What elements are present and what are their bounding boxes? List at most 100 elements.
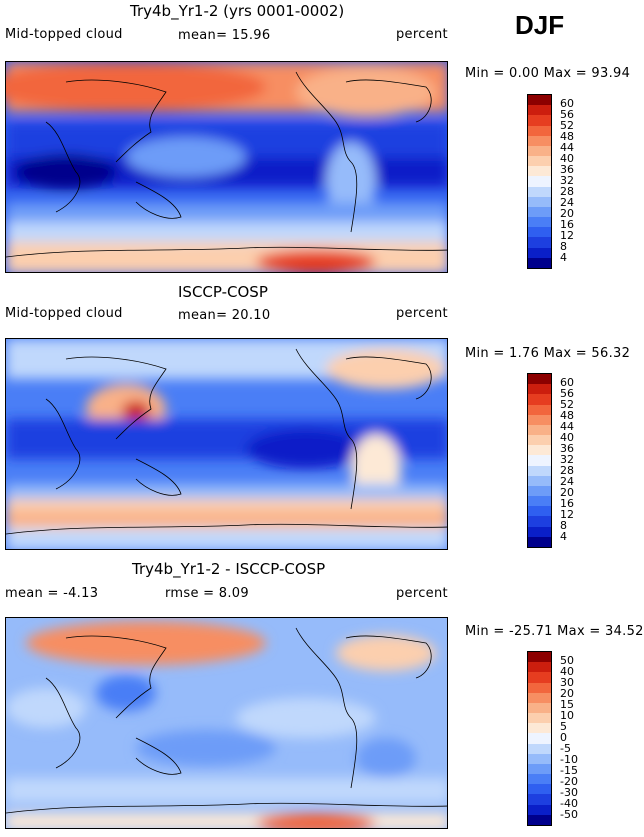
panel-1-tick: 12 xyxy=(560,229,574,242)
panel-3-map xyxy=(5,617,448,829)
panel-2-colorbar xyxy=(527,373,552,548)
panel-3-tick: -50 xyxy=(560,808,578,821)
colorbar-cell xyxy=(528,733,551,744)
panel-1-tick: 52 xyxy=(560,119,574,132)
panel-2-tick: 16 xyxy=(560,497,574,510)
panel-3-units-label: percent xyxy=(396,586,448,601)
colorbar-cell xyxy=(528,455,551,466)
colorbar-cell xyxy=(528,784,551,795)
colorbar-cell xyxy=(528,672,551,683)
panel-2-map xyxy=(5,338,448,550)
panel-1-tick: 20 xyxy=(560,207,574,220)
colorbar-cell xyxy=(528,257,551,268)
panel-2-tick: 48 xyxy=(560,409,574,422)
panel-3-tick: 50 xyxy=(560,654,574,667)
panel-3-tick: 5 xyxy=(560,720,567,733)
panel-2-minmax: Min = 1.76 Max = 56.32 xyxy=(465,346,631,361)
panel-1-tick: 60 xyxy=(560,97,574,110)
panel-3-colorbar xyxy=(527,651,552,826)
colorbar-cell xyxy=(528,424,551,436)
colorbar-cell xyxy=(528,145,551,157)
colorbar-cell xyxy=(528,652,551,663)
colorbar-cell xyxy=(528,125,551,136)
panel-3-mean-label: mean = -4.13 xyxy=(5,586,99,601)
panel-1-variable-label: Mid-topped cloud xyxy=(5,27,123,42)
panel-2-tick: 4 xyxy=(560,530,567,543)
colorbar-cell xyxy=(528,394,551,405)
panel-1-mean-label: mean= 15.96 xyxy=(178,28,271,43)
colorbar-cell xyxy=(528,374,551,385)
panel-3-tick: -20 xyxy=(560,775,578,788)
colorbar-cell xyxy=(528,713,551,724)
colorbar-cell xyxy=(528,682,551,693)
colorbar-cell xyxy=(528,176,551,187)
colorbar-cell xyxy=(528,206,551,218)
panel-2-tick: 44 xyxy=(560,420,574,433)
panel-3-minmax: Min = -25.71 Max = 34.52 xyxy=(465,624,644,639)
colorbar-cell xyxy=(528,763,551,775)
panel-1-map xyxy=(5,61,448,273)
colorbar-cell xyxy=(528,465,551,476)
colorbar-cell xyxy=(528,196,551,207)
panel-1-title: Try4b_Yr1-2 (yrs 0001-0002) xyxy=(130,2,345,20)
panel-2-tick: 56 xyxy=(560,387,574,400)
panel-1-tick: 8 xyxy=(560,240,567,253)
colorbar-cell xyxy=(528,166,551,177)
panel-1-tick: 24 xyxy=(560,196,574,209)
colorbar-cell xyxy=(528,445,551,456)
panel-1-units-label: percent xyxy=(396,27,448,42)
panel-3-tick: 10 xyxy=(560,709,574,722)
colorbar-cell xyxy=(528,743,551,754)
colorbar-cell xyxy=(528,217,551,228)
panel-2-title: ISCCP-COSP xyxy=(178,283,268,301)
panel-3-tick: -30 xyxy=(560,786,578,799)
colorbar-cell xyxy=(528,227,551,238)
panel-1-minmax: Min = 0.00 Max = 93.94 xyxy=(465,66,631,81)
panel-1-colorbar xyxy=(527,94,552,269)
season-label: DJF xyxy=(515,10,565,40)
panel-2-tick: 12 xyxy=(560,508,574,521)
panel-3-tick: 15 xyxy=(560,698,574,711)
colorbar-cell xyxy=(528,526,551,537)
panel-1-tick: 32 xyxy=(560,174,574,187)
panel-1-tick: 40 xyxy=(560,152,574,165)
colorbar-cell xyxy=(528,485,551,497)
colorbar-cell xyxy=(528,496,551,507)
colorbar-cell xyxy=(528,247,551,258)
panel-1-tick: 44 xyxy=(560,141,574,154)
panel-2-tick: 24 xyxy=(560,475,574,488)
colorbar-cell xyxy=(528,516,551,527)
colorbar-cell xyxy=(528,186,551,197)
panel-2-units-label: percent xyxy=(396,306,448,321)
panel-1-tick: 48 xyxy=(560,130,574,143)
colorbar-cell xyxy=(528,95,551,106)
colorbar-cell xyxy=(528,506,551,517)
panel-2-tick: 36 xyxy=(560,442,574,455)
panel-2-tick: 60 xyxy=(560,376,574,389)
panel-3-tick: 0 xyxy=(560,731,567,744)
panel-3-tick: 30 xyxy=(560,676,574,689)
panel-2-mean-label: mean= 20.10 xyxy=(178,308,271,323)
panel-1-tick: 28 xyxy=(560,185,574,198)
colorbar-cell xyxy=(528,814,551,825)
panel-2-tick: 28 xyxy=(560,464,574,477)
colorbar-cell xyxy=(528,692,551,703)
panel-3-tick: 20 xyxy=(560,687,574,700)
panel-3-tick: -10 xyxy=(560,753,578,766)
colorbar-cell xyxy=(528,105,551,116)
panel-2-tick: 52 xyxy=(560,398,574,411)
panel-3-rmse-label: rmse = 8.09 xyxy=(165,586,249,601)
panel-1-tick: 16 xyxy=(560,218,574,231)
panel-3-tick: 40 xyxy=(560,665,574,678)
panel-2-tick: 8 xyxy=(560,519,567,532)
colorbar-cell xyxy=(528,237,551,248)
colorbar-cell xyxy=(528,536,551,547)
colorbar-cell xyxy=(528,414,551,425)
colorbar-cell xyxy=(528,475,551,486)
colorbar-cell xyxy=(528,794,551,805)
panel-3-tick: -5 xyxy=(560,742,571,755)
colorbar-cell xyxy=(528,384,551,395)
panel-2-tick: 40 xyxy=(560,431,574,444)
colorbar-cell xyxy=(528,774,551,785)
colorbar-cell xyxy=(528,435,551,446)
